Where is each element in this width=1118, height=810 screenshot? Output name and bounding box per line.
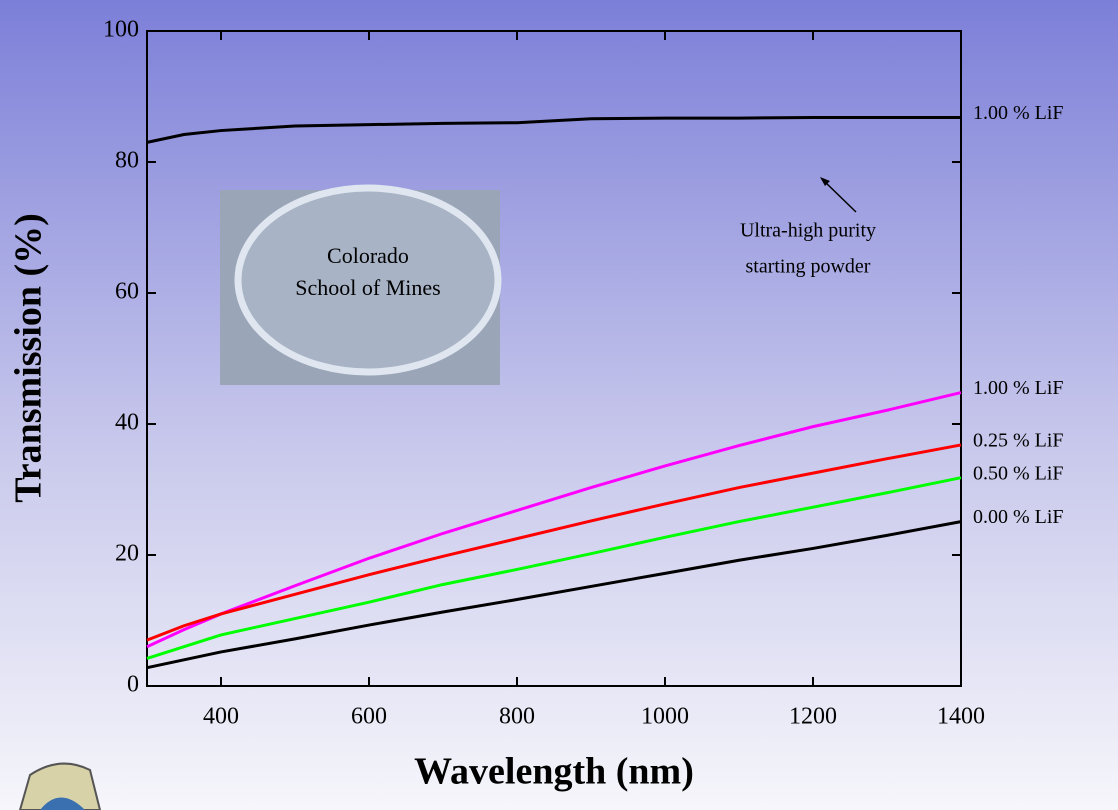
series-line	[146, 520, 962, 670]
x-tick-label: 1400	[937, 704, 985, 730]
y-tick-label: 40	[115, 410, 139, 436]
series-label: 1.00 % LiF	[973, 377, 1064, 399]
plot-frame	[146, 30, 962, 687]
y-tick-label: 20	[115, 541, 139, 567]
x-tick-label: 400	[203, 704, 239, 730]
inset-photo: Colorado School of Mines	[220, 184, 502, 385]
x-tick-label: 1200	[789, 704, 837, 730]
y-tick-label: 80	[115, 148, 139, 174]
series-line	[146, 115, 961, 144]
arrow-head	[820, 177, 830, 186]
series-label: 0.00 % LiF	[973, 506, 1064, 528]
x-tick-label: 600	[351, 704, 387, 730]
inset-text: School of Mines	[295, 275, 440, 300]
x-axis-title: Wavelength (nm)	[414, 751, 694, 793]
y-tick-label: 100	[103, 17, 139, 43]
x-tick-label: 1000	[641, 704, 689, 730]
series-label: 0.25 % LiF	[973, 430, 1064, 452]
inset-text: Colorado	[327, 243, 409, 268]
series-line	[146, 443, 962, 642]
series-label: 1.00 % LiF	[973, 102, 1064, 124]
annotation: starting powder	[746, 256, 871, 278]
y-axis-title: Transmission (%)	[8, 213, 50, 503]
logo	[18, 762, 102, 810]
series-line	[146, 476, 962, 660]
y-tick-label: 0	[127, 672, 139, 698]
annotation-arrow	[822, 179, 857, 213]
series-label: 0.50 % LiF	[973, 462, 1064, 484]
annotation: Ultra-high purity	[740, 220, 876, 242]
x-tick-label: 800	[499, 704, 535, 730]
y-tick-label: 60	[115, 279, 139, 305]
